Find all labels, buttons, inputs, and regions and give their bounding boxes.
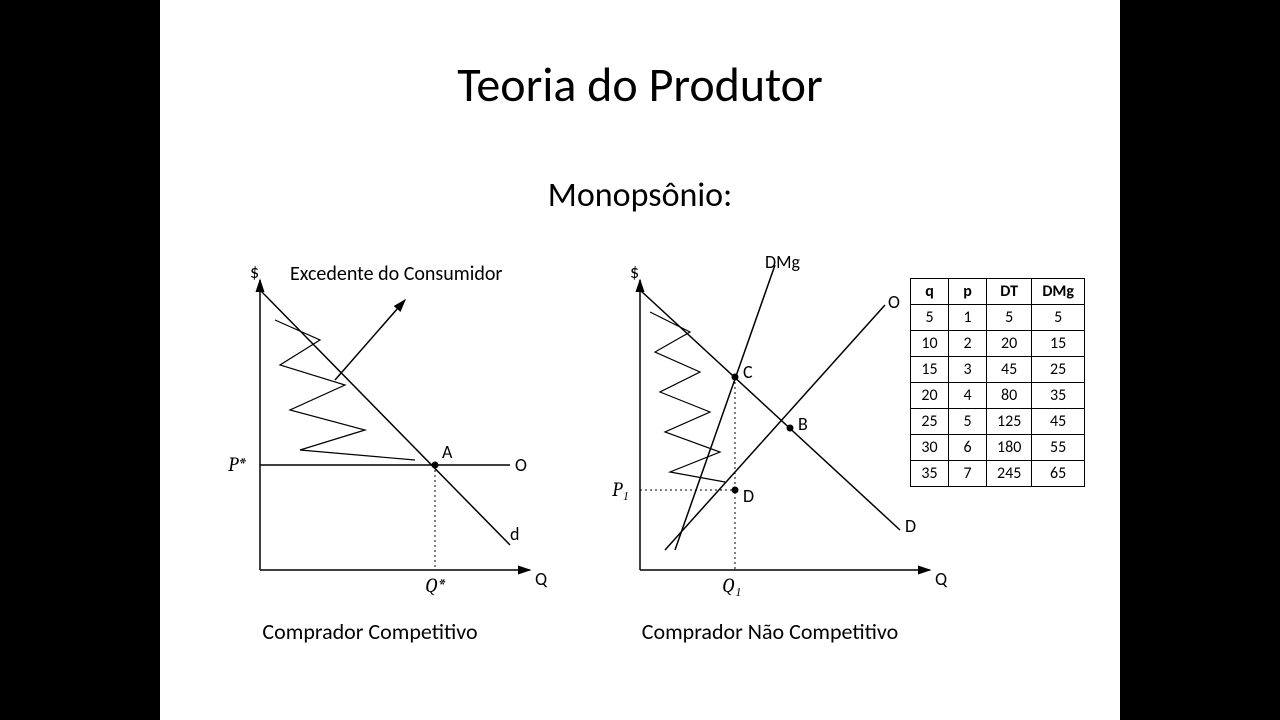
data-table: q p DT DMg 51551022015153452520480352551… xyxy=(910,278,1085,487)
y-axis-label: $ xyxy=(630,261,639,283)
table-cell: 3 xyxy=(949,357,987,383)
table-cell: 25 xyxy=(911,409,949,435)
chart-left-svg: $ Q P* Q* O d A Excedente do Consumidor xyxy=(190,250,550,610)
table-cell: 5 xyxy=(987,305,1032,331)
price-label: P₁ xyxy=(612,478,629,501)
table-cell: 25 xyxy=(1032,357,1085,383)
table-cell: 35 xyxy=(1032,383,1085,409)
surplus-text: Excedente do Consumidor xyxy=(290,262,502,286)
supply-label: O xyxy=(888,291,900,313)
point-d-marker xyxy=(732,487,739,494)
table-cell: 10 xyxy=(911,331,949,357)
chart-right-svg: $ Q P₁ Q₁ DMg O D C B D xyxy=(590,250,950,610)
table-cell: 35 xyxy=(911,461,949,487)
surplus-shading xyxy=(650,312,725,482)
table-cell: 20 xyxy=(911,383,949,409)
table-cell: 15 xyxy=(1032,331,1085,357)
table-row: 1022015 xyxy=(911,331,1085,357)
table-row: 1534525 xyxy=(911,357,1085,383)
table-cell: 45 xyxy=(1032,409,1085,435)
table-cell: 180 xyxy=(987,435,1032,461)
charts-row: $ Q P* Q* O d A Excedente do Consumidor … xyxy=(160,250,1120,670)
table-row: 2048035 xyxy=(911,383,1085,409)
qty-label: Q* xyxy=(425,574,445,597)
demand-line xyxy=(260,290,510,545)
table-cell: 65 xyxy=(1032,461,1085,487)
table-cell: 4 xyxy=(949,383,987,409)
table-cell: 5 xyxy=(1032,305,1085,331)
point-d-label: D xyxy=(743,485,754,507)
page-title: Teoria do Produtor xyxy=(160,55,1120,114)
table-row: 35724565 xyxy=(911,461,1085,487)
demand-label: D xyxy=(905,515,916,537)
col-p: p xyxy=(949,279,987,305)
point-a-marker xyxy=(432,462,439,469)
table-cell: 6 xyxy=(949,435,987,461)
table-cell: 20 xyxy=(987,331,1032,357)
qty-label: Q₁ xyxy=(722,574,741,597)
table-cell: 5 xyxy=(911,305,949,331)
col-q: q xyxy=(911,279,949,305)
col-dmg: DMg xyxy=(1032,279,1085,305)
price-label: P* xyxy=(228,453,246,476)
surplus-shading xyxy=(275,320,415,460)
dmg-line xyxy=(675,265,775,550)
col-dt: DT xyxy=(987,279,1032,305)
x-axis-label: Q xyxy=(935,568,948,590)
table-cell: 7 xyxy=(949,461,987,487)
point-c-label: C xyxy=(743,361,753,383)
chart-right-caption: Comprador Não Competitivo xyxy=(590,618,950,645)
table-row: 5155 xyxy=(911,305,1085,331)
point-b-label: B xyxy=(798,413,808,435)
supply-label: O xyxy=(515,454,527,476)
surplus-arrow xyxy=(335,300,405,380)
slide: Teoria do Produtor Monopsônio: xyxy=(160,0,1120,720)
table-cell: 15 xyxy=(911,357,949,383)
table-cell: 5 xyxy=(949,409,987,435)
y-axis-label: $ xyxy=(250,261,259,283)
table-row: 30618055 xyxy=(911,435,1085,461)
dmg-label: DMg xyxy=(765,251,800,273)
table-header-row: q p DT DMg xyxy=(911,279,1085,305)
chart-left-caption: Comprador Competitivo xyxy=(190,618,550,645)
table-cell: 30 xyxy=(911,435,949,461)
table-cell: 245 xyxy=(987,461,1032,487)
table-cell: 2 xyxy=(949,331,987,357)
point-b-marker xyxy=(787,425,794,432)
demand-label: d xyxy=(510,523,519,545)
point-a-label: A xyxy=(442,441,453,463)
table-cell: 55 xyxy=(1032,435,1085,461)
subtitle: Monopsônio: xyxy=(160,175,1120,216)
x-axis-label: Q xyxy=(535,568,548,590)
table-cell: 45 xyxy=(987,357,1032,383)
table-cell: 1 xyxy=(949,305,987,331)
table-cell: 80 xyxy=(987,383,1032,409)
chart-noncompetitive-buyer: $ Q P₁ Q₁ DMg O D C B D Comprador Não Co… xyxy=(590,250,950,645)
point-c-marker xyxy=(732,374,739,381)
supply-line xyxy=(665,305,885,550)
chart-competitive-buyer: $ Q P* Q* O d A Excedente do Consumidor … xyxy=(190,250,550,645)
table-cell: 125 xyxy=(987,409,1032,435)
table-row: 25512545 xyxy=(911,409,1085,435)
